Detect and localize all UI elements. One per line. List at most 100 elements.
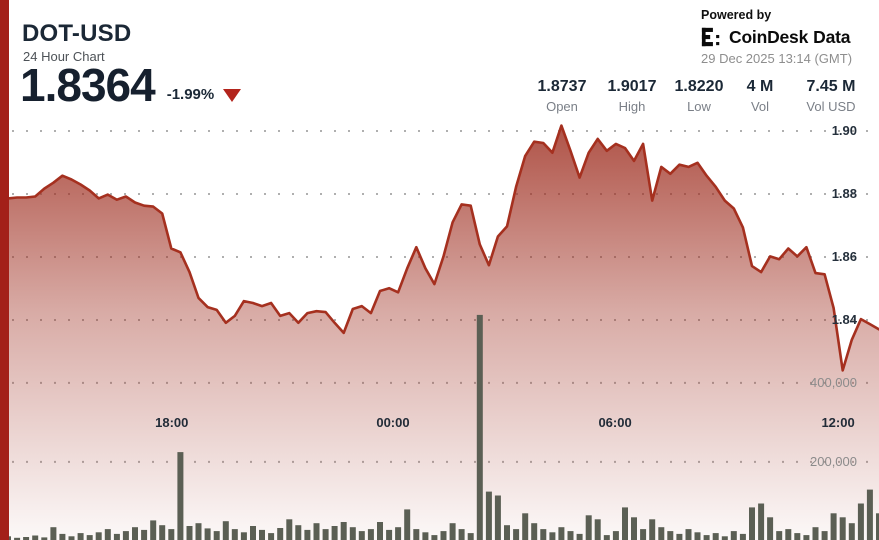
volume-bar (32, 535, 39, 540)
volume-bar (785, 529, 792, 540)
volume-bar (104, 529, 111, 540)
volume-bar (612, 531, 619, 540)
volume-bar (349, 527, 356, 540)
stat-low: 1.8220 Low (664, 78, 734, 114)
volume-bar (721, 536, 728, 540)
volume-bar (286, 519, 293, 540)
volume-bar (603, 535, 610, 540)
volume-bar (449, 523, 456, 540)
brand-name-data: Data (813, 26, 851, 47)
volume-bar (685, 529, 692, 540)
stat-open-label: Open (546, 99, 578, 114)
volume-bar (485, 491, 492, 540)
volume-bar (594, 519, 601, 540)
volume-bar (77, 533, 84, 540)
stat-open-value: 1.8737 (537, 78, 587, 95)
volume-bar (794, 533, 801, 540)
volume-bar (213, 531, 220, 540)
powered-by-block: Powered by CoinDesk Data 29 Dec 2025 13:… (701, 8, 871, 66)
volume-bar (494, 495, 501, 540)
stat-volume-usd-value: 7.45 M (806, 78, 856, 95)
volume-bar (186, 526, 193, 540)
volume-bar (848, 523, 855, 540)
volume-bar (177, 452, 184, 540)
volume-bar (313, 523, 320, 540)
volume-bar (749, 507, 755, 540)
brand-name-coindesk: CoinDesk (729, 26, 809, 47)
coindesk-logo-icon (701, 26, 723, 48)
ohlc-stats-row: 1.8737 Open 1.9017 High 1.8220 Low 4 M V… (524, 78, 876, 114)
volume-bar (513, 529, 520, 540)
left-accent-bar (0, 0, 9, 540)
volume-bar (41, 537, 48, 540)
chart-subtitle: 24 Hour Chart (23, 49, 105, 64)
volume-bar (676, 533, 683, 540)
volume-bar (377, 522, 383, 540)
volume-bar (476, 314, 483, 540)
volume-bar (812, 527, 819, 540)
volume-bar (712, 533, 719, 540)
price-block: 1.8364 -1.99% (20, 62, 242, 108)
volume-bar (758, 503, 765, 540)
volume-bar (240, 532, 247, 540)
volume-bar (86, 535, 93, 540)
volume-bar (540, 529, 547, 540)
stat-high-value: 1.9017 (607, 78, 657, 95)
volume-bar (386, 529, 393, 540)
volume-bar (467, 533, 474, 540)
volume-bar (440, 531, 447, 540)
volume-bar (231, 529, 238, 540)
volume-bar (767, 517, 774, 540)
volume-bar (367, 529, 374, 540)
volume-bar (803, 535, 810, 540)
volume-bar (567, 531, 574, 540)
volume-bar (739, 533, 746, 540)
stat-high-label: High (618, 99, 646, 114)
volume-bar (857, 503, 864, 540)
volume-bars (5, 314, 879, 540)
stat-volume-usd: 7.45 M Vol USD (786, 78, 876, 114)
volume-bar (876, 513, 879, 540)
volume-bar (50, 527, 57, 540)
volume-bar (322, 529, 329, 540)
stat-volume-value: 4 M (746, 78, 774, 95)
volume-bar (576, 533, 583, 540)
volume-bar (830, 513, 837, 540)
volume-bar (168, 529, 175, 540)
stat-high: 1.9017 High (600, 78, 664, 114)
symbol-title: DOT-USD (22, 20, 132, 47)
volume-bar (649, 519, 656, 540)
volume-bar (622, 507, 628, 540)
stat-low-value: 1.8220 (674, 78, 724, 95)
volume-bar (776, 531, 783, 540)
volume-bar (159, 525, 166, 540)
volume-bar (821, 531, 828, 540)
volume-bar (113, 533, 120, 540)
price-line-path (6, 124, 879, 372)
volume-bar (413, 529, 420, 540)
volume-bar (422, 532, 429, 540)
volume-bar (703, 535, 710, 540)
coindesk-brand: CoinDesk Data (701, 26, 871, 48)
volume-bar (295, 525, 302, 540)
stat-volume-label: Vol (750, 99, 770, 114)
stat-volume-usd-label: Vol USD (806, 99, 856, 114)
volume-bar (358, 531, 365, 540)
volume-bar (839, 517, 846, 540)
stat-open: 1.8737 Open (524, 78, 600, 114)
price-change-percent: -1.99% (166, 86, 215, 103)
volume-bar (549, 532, 556, 540)
volume-bar (195, 523, 202, 540)
volume-bar (68, 536, 75, 540)
volume-bar (866, 489, 873, 540)
volume-bar (395, 527, 402, 540)
volume-bar (277, 528, 284, 540)
volume-bar (59, 533, 66, 540)
volume-bar (558, 527, 565, 540)
volume-bar (141, 529, 148, 540)
volume-bar (340, 522, 347, 540)
volume-bar (304, 529, 311, 540)
volume-bar (585, 515, 592, 540)
